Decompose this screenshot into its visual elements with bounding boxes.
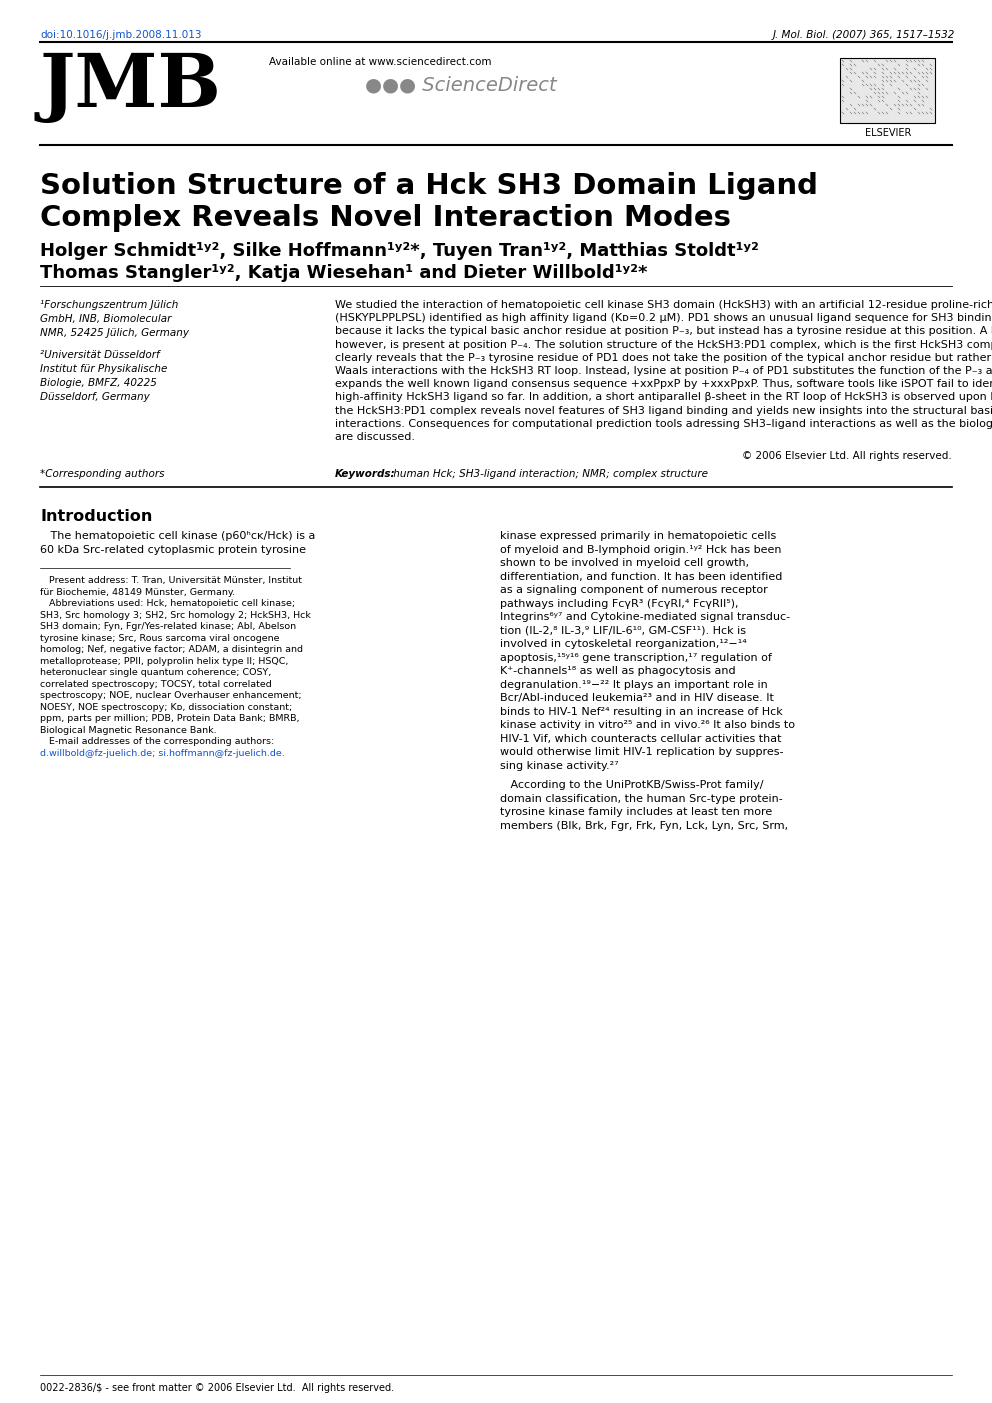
Text: tyrosine kinase; Src, Rous sarcoma viral oncogene: tyrosine kinase; Src, Rous sarcoma viral… [40, 634, 280, 643]
Text: GmbH, INB, Biomolecular: GmbH, INB, Biomolecular [40, 314, 172, 324]
Text: Solution Structure of a Hck SH3 Domain Ligand: Solution Structure of a Hck SH3 Domain L… [40, 173, 818, 201]
Text: binds to HIV-1 Nef²⁴ resulting in an increase of Hck: binds to HIV-1 Nef²⁴ resulting in an inc… [500, 707, 783, 717]
Text: members (Blk, Brk, Fgr, Frk, Fyn, Lck, Lyn, Src, Srm,: members (Blk, Brk, Fgr, Frk, Fyn, Lck, L… [500, 821, 788, 831]
Text: Abbreviations used: Hck, hematopoietic cell kinase;: Abbreviations used: Hck, hematopoietic c… [40, 599, 296, 607]
Text: sing kinase activity.²⁷: sing kinase activity.²⁷ [500, 760, 619, 770]
Text: as a signaling component of numerous receptor: as a signaling component of numerous rec… [500, 585, 768, 595]
Text: ²Universität Düsseldorf: ²Universität Düsseldorf [40, 349, 160, 361]
Text: however, is present at position P₋₄. The solution structure of the HckSH3:PD1 co: however, is present at position P₋₄. The… [335, 340, 992, 349]
Text: differentiation, and function. It has been identified: differentiation, and function. It has be… [500, 571, 783, 582]
Text: We studied the interaction of hematopoietic cell kinase SH3 domain (HckSH3) with: We studied the interaction of hematopoie… [335, 300, 992, 310]
Text: high-affinity HckSH3 ligand so far. In addition, a short antiparallel β-sheet in: high-affinity HckSH3 ligand so far. In a… [335, 393, 992, 403]
Text: doi:10.1016/j.jmb.2008.11.013: doi:10.1016/j.jmb.2008.11.013 [40, 29, 201, 41]
Text: degranulation.¹⁹−²² It plays an important role in: degranulation.¹⁹−²² It plays an importan… [500, 679, 768, 690]
Text: ELSEVIER: ELSEVIER [865, 128, 912, 137]
Text: kinase activity in vitro²⁵ and in vivo.²⁶ It also binds to: kinase activity in vitro²⁵ and in vivo.²… [500, 720, 795, 730]
Text: Waals interactions with the HckSH3 RT loop. Instead, lysine at position P₋₄ of P: Waals interactions with the HckSH3 RT lo… [335, 366, 992, 376]
Text: J. Mol. Biol. (2007) 365, 1517–1532: J. Mol. Biol. (2007) 365, 1517–1532 [773, 29, 955, 41]
Text: would otherwise limit HIV-1 replication by suppres-: would otherwise limit HIV-1 replication … [500, 748, 784, 758]
Text: (HSKYPLPPLPSL) identified as high affinity ligand (Kᴅ=0.2 μM). PD1 shows an unus: (HSKYPLPPLPSL) identified as high affini… [335, 313, 992, 323]
Text: Biologie, BMFZ, 40225: Biologie, BMFZ, 40225 [40, 377, 157, 389]
Text: JMB: JMB [40, 51, 222, 123]
Text: HIV-1 Vif, which counteracts cellular activities that: HIV-1 Vif, which counteracts cellular ac… [500, 734, 782, 744]
Text: clearly reveals that the P₋₃ tyrosine residue of PD1 does not take the position : clearly reveals that the P₋₃ tyrosine re… [335, 352, 992, 363]
Text: 60 kDa Src-related cytoplasmic protein tyrosine: 60 kDa Src-related cytoplasmic protein t… [40, 544, 306, 554]
FancyBboxPatch shape [840, 58, 935, 123]
Text: kinase expressed primarily in hematopoietic cells: kinase expressed primarily in hematopoie… [500, 532, 777, 542]
Text: Bcr/Abl-induced leukemia²³ and in HIV disease. It: Bcr/Abl-induced leukemia²³ and in HIV di… [500, 693, 774, 703]
Text: homolog; Nef, negative factor; ADAM, a disintegrin and: homolog; Nef, negative factor; ADAM, a d… [40, 645, 303, 654]
Text: 0022-2836/$ - see front matter © 2006 Elsevier Ltd.  All rights reserved.: 0022-2836/$ - see front matter © 2006 El… [40, 1383, 394, 1393]
Text: interactions. Consequences for computational prediction tools adressing SH3–liga: interactions. Consequences for computati… [335, 419, 992, 429]
Text: SH3 domain; Fyn, Fgr/Yes-related kinase; Abl, Abelson: SH3 domain; Fyn, Fgr/Yes-related kinase;… [40, 622, 297, 631]
Text: domain classification, the human Src-type protein-: domain classification, the human Src-typ… [500, 794, 783, 804]
Text: *Corresponding authors: *Corresponding authors [40, 469, 165, 480]
Text: ¹Forschungszentrum Jülich: ¹Forschungszentrum Jülich [40, 300, 179, 310]
Text: ppm, parts per million; PDB, Protein Data Bank; BMRB,: ppm, parts per million; PDB, Protein Dat… [40, 714, 300, 723]
Text: shown to be involved in myeloid cell growth,: shown to be involved in myeloid cell gro… [500, 558, 749, 568]
Text: für Biochemie, 48149 Münster, Germany.: für Biochemie, 48149 Münster, Germany. [40, 588, 235, 596]
Text: apoptosis,¹⁵ʸ¹⁶ gene transcription,¹⁷ regulation of: apoptosis,¹⁵ʸ¹⁶ gene transcription,¹⁷ re… [500, 652, 772, 662]
Text: pathways including FcγR³ (FcγRI,⁴ FcγRII⁵),: pathways including FcγR³ (FcγRI,⁴ FcγRII… [500, 599, 738, 609]
Text: d.willbold@fz-juelich.de; si.hoffmann@fz-juelich.de.: d.willbold@fz-juelich.de; si.hoffmann@fz… [40, 749, 285, 758]
Text: spectroscopy; NOE, nuclear Overhauser enhancement;: spectroscopy; NOE, nuclear Overhauser en… [40, 692, 302, 700]
Text: K⁺-channels¹⁸ as well as phagocytosis and: K⁺-channels¹⁸ as well as phagocytosis an… [500, 666, 736, 676]
Text: Düsseldorf, Germany: Düsseldorf, Germany [40, 391, 150, 403]
Text: Thomas Stangler¹ʸ², Katja Wiesehan¹ and Dieter Willbold¹ʸ²*: Thomas Stangler¹ʸ², Katja Wiesehan¹ and … [40, 264, 648, 282]
Text: expands the well known ligand consensus sequence +xxPpxP by +xxxPpxP. Thus, soft: expands the well known ligand consensus … [335, 379, 992, 389]
Text: of myeloid and B-lymphoid origin.¹ʸ² Hck has been: of myeloid and B-lymphoid origin.¹ʸ² Hck… [500, 544, 782, 554]
Text: the HckSH3:PD1 complex reveals novel features of SH3 ligand binding and yields n: the HckSH3:PD1 complex reveals novel fea… [335, 405, 992, 415]
Text: tyrosine kinase family includes at least ten more: tyrosine kinase family includes at least… [500, 807, 772, 817]
Text: heteronuclear single quantum coherence; COSY,: heteronuclear single quantum coherence; … [40, 668, 271, 678]
Text: involved in cytoskeletal reorganization,¹²−¹⁴: involved in cytoskeletal reorganization,… [500, 640, 747, 650]
Text: According to the UniProtKB/Swiss-Prot family/: According to the UniProtKB/Swiss-Prot fa… [500, 780, 764, 790]
Text: NMR, 52425 Jülich, Germany: NMR, 52425 Jülich, Germany [40, 328, 189, 338]
Text: metalloprotease; PPII, polyprolin helix type II; HSQC,: metalloprotease; PPII, polyprolin helix … [40, 657, 289, 665]
Text: correlated spectroscopy; TOCSY, total correlated: correlated spectroscopy; TOCSY, total co… [40, 679, 272, 689]
Text: Institut für Physikalische: Institut für Physikalische [40, 363, 168, 375]
Text: tion (IL-2,⁸ IL-3,⁹ LIF/IL-6¹⁰, GM-CSF¹¹). Hck is: tion (IL-2,⁸ IL-3,⁹ LIF/IL-6¹⁰, GM-CSF¹¹… [500, 626, 746, 636]
Text: Keywords:: Keywords: [335, 469, 396, 480]
Text: Holger Schmidt¹ʸ², Silke Hoffmann¹ʸ²*, Tuyen Tran¹ʸ², Matthias Stoldt¹ʸ²: Holger Schmidt¹ʸ², Silke Hoffmann¹ʸ²*, T… [40, 241, 759, 260]
Text: E-mail addresses of the corresponding authors:: E-mail addresses of the corresponding au… [40, 737, 274, 746]
Text: are discussed.: are discussed. [335, 432, 415, 442]
Text: Available online at www.sciencedirect.com: Available online at www.sciencedirect.co… [269, 58, 491, 67]
Text: Complex Reveals Novel Interaction Modes: Complex Reveals Novel Interaction Modes [40, 203, 731, 231]
Text: The hematopoietic cell kinase (p60ʰᴄᴋ/Hck) is a: The hematopoietic cell kinase (p60ʰᴄᴋ/Hc… [40, 532, 315, 542]
Text: Present address: T. Tran, Universität Münster, Institut: Present address: T. Tran, Universität Mü… [40, 577, 302, 585]
Text: © 2006 Elsevier Ltd. All rights reserved.: © 2006 Elsevier Ltd. All rights reserved… [742, 452, 952, 462]
Text: human Hck; SH3-ligand interaction; NMR; complex structure: human Hck; SH3-ligand interaction; NMR; … [390, 469, 708, 480]
Text: because it lacks the typical basic anchor residue at position P₋₃, but instead h: because it lacks the typical basic ancho… [335, 327, 992, 337]
Text: Integrins⁶ʸ⁷ and Cytokine-mediated signal transduc-: Integrins⁶ʸ⁷ and Cytokine-mediated signa… [500, 612, 790, 622]
Text: ●●● ScienceDirect: ●●● ScienceDirect [365, 74, 557, 94]
Text: Biological Magnetic Resonance Bank.: Biological Magnetic Resonance Bank. [40, 725, 216, 735]
Text: Introduction: Introduction [40, 509, 153, 525]
Text: NOESY, NOE spectroscopy; Kᴅ, dissociation constant;: NOESY, NOE spectroscopy; Kᴅ, dissociatio… [40, 703, 293, 711]
Text: SH3, Src homology 3; SH2, Src homology 2; HckSH3, Hck: SH3, Src homology 3; SH2, Src homology 2… [40, 610, 310, 620]
